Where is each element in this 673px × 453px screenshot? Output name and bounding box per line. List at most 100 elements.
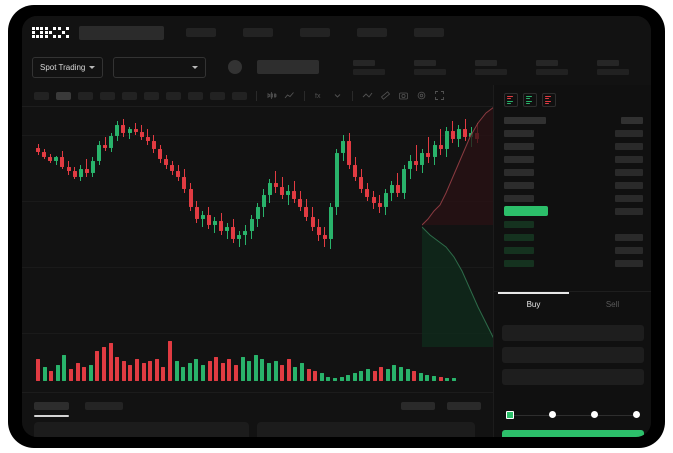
order-amount-input[interactable] xyxy=(502,347,644,363)
trading-mode-select[interactable]: Spot Trading xyxy=(32,56,104,78)
bottom-tab-1[interactable] xyxy=(85,401,123,410)
stepper-step-2[interactable] xyxy=(591,411,598,418)
orderbook-rows xyxy=(494,111,651,268)
timeframe-btn-2[interactable] xyxy=(78,91,93,100)
stepper-step-1[interactable] xyxy=(549,411,556,418)
bottom-action-1[interactable] xyxy=(447,401,481,410)
bottom-tab-0[interactable] xyxy=(34,401,69,417)
orderbook-view-bids-icon[interactable] xyxy=(523,93,537,107)
settings-gear-icon[interactable] xyxy=(416,90,427,101)
volume-bar xyxy=(115,357,120,381)
volume-bar xyxy=(306,369,311,381)
stat-label xyxy=(597,59,620,66)
bottom-tabs xyxy=(22,392,493,418)
candlestick-chart-icon[interactable] xyxy=(266,90,277,101)
order-total-input[interactable] xyxy=(502,369,644,385)
volume-bar xyxy=(135,359,139,381)
trading-mode-label: Spot Trading xyxy=(40,62,86,72)
orderbook-ask-row[interactable] xyxy=(504,193,643,203)
line-chart-icon[interactable] xyxy=(284,90,295,101)
tab-sell-label: Sell xyxy=(605,300,620,309)
trading-pair-select[interactable] xyxy=(113,56,207,78)
orderbook-ask-row[interactable] xyxy=(504,128,643,138)
gridline xyxy=(22,201,493,202)
volume-bar xyxy=(293,367,298,381)
chevron-down-icon[interactable] xyxy=(332,90,343,101)
volume-bar xyxy=(88,365,93,381)
nav-item-2[interactable] xyxy=(300,28,330,37)
search-input[interactable] xyxy=(79,25,164,40)
bid-price xyxy=(504,233,534,241)
stat-4 xyxy=(597,59,630,75)
timeframe-btn-1[interactable] xyxy=(56,91,71,100)
orderbook-bid-row[interactable] xyxy=(504,245,643,255)
order-price-input[interactable] xyxy=(502,325,644,341)
orderbook-bid-row[interactable] xyxy=(504,219,643,229)
volume-bar xyxy=(313,371,318,381)
timeframe-btn-3[interactable] xyxy=(100,91,115,100)
orderbook-view-asks-icon[interactable] xyxy=(542,93,556,107)
nav-item-0[interactable] xyxy=(186,28,216,37)
volume-bar xyxy=(121,361,126,381)
orderbook-bid-row[interactable] xyxy=(504,232,643,242)
orderbook-view-both-icon[interactable] xyxy=(504,93,518,107)
footer-panel-1[interactable] xyxy=(257,422,475,437)
nav-item-4[interactable] xyxy=(414,28,444,37)
okx-logo[interactable] xyxy=(32,27,69,38)
orderbook-header-row xyxy=(504,115,643,125)
bottom-tab-actions xyxy=(401,401,481,410)
volume-bar xyxy=(154,359,159,381)
nav-item-3[interactable] xyxy=(357,28,387,37)
orderbook-ask-row[interactable] xyxy=(504,141,643,151)
volume-bar xyxy=(425,375,430,381)
logo-glyph-k xyxy=(45,27,56,38)
volume-bar xyxy=(412,371,417,381)
timeframe-btn-0[interactable] xyxy=(34,91,49,100)
timeframe-btn-5[interactable] xyxy=(144,91,159,100)
volume-bar xyxy=(273,361,278,381)
volume-bar xyxy=(445,378,450,381)
volume-bar xyxy=(227,359,232,381)
nav-item-1[interactable] xyxy=(243,28,273,37)
ask-qty xyxy=(615,194,643,202)
stepper-step-3[interactable] xyxy=(633,411,640,418)
gridline xyxy=(22,333,493,334)
ask-price xyxy=(504,194,534,202)
submit-order-button[interactable] xyxy=(502,430,644,437)
tab-buy-label: Buy xyxy=(526,300,541,309)
timeframe-btn-6[interactable] xyxy=(166,91,181,100)
orderbook-ask-row[interactable] xyxy=(504,154,643,164)
ask-qty xyxy=(615,142,643,150)
volume-bar xyxy=(240,357,245,381)
fullscreen-icon[interactable] xyxy=(434,90,445,101)
trend-line-icon[interactable] xyxy=(362,90,373,101)
volume-bar xyxy=(187,363,192,381)
bottom-action-0[interactable] xyxy=(401,401,435,410)
orderbook-ask-row[interactable] xyxy=(504,167,643,177)
timeframe-btn-9[interactable] xyxy=(232,91,247,100)
tab-buy[interactable]: Buy xyxy=(494,292,573,317)
volume-bar xyxy=(385,369,390,381)
market-stats xyxy=(353,59,630,75)
orderbook-bid-row[interactable] xyxy=(504,258,643,268)
footer-panel-0[interactable] xyxy=(34,422,249,437)
timeframe-btn-7[interactable] xyxy=(188,91,203,100)
candlestick-series xyxy=(22,107,493,335)
volume-bar xyxy=(234,365,238,381)
volume-bar xyxy=(253,355,258,381)
top-header xyxy=(22,16,651,49)
timeframe-btn-8[interactable] xyxy=(210,91,225,100)
ruler-icon[interactable] xyxy=(380,90,391,101)
camera-icon[interactable] xyxy=(398,90,409,101)
ask-qty xyxy=(615,155,643,163)
tab-sell[interactable]: Sell xyxy=(573,292,651,317)
bid-price xyxy=(504,220,534,228)
volume-bar xyxy=(260,359,265,381)
timeframe-btn-4[interactable] xyxy=(122,91,137,100)
orderbook-price-header xyxy=(504,116,546,124)
device-frame: Spot Trading xyxy=(8,5,665,448)
price-chart[interactable] xyxy=(22,107,493,390)
orderbook-ask-row[interactable] xyxy=(504,180,643,190)
stepper-step-0[interactable] xyxy=(506,411,514,419)
indicators-icon[interactable]: fx xyxy=(314,90,325,101)
